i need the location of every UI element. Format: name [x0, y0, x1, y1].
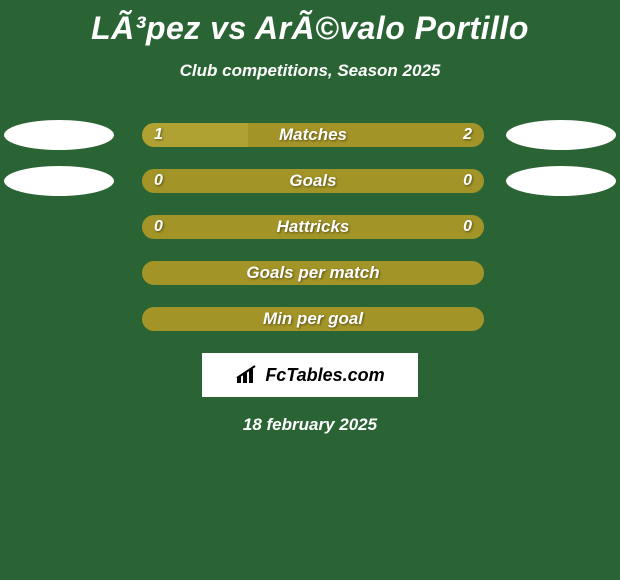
- right-oval-matches: [506, 120, 616, 150]
- left-oval-empty: [4, 258, 114, 288]
- row-hattricks: 0 Hattricks 0: [0, 215, 620, 239]
- logo-text: FcTables.com: [265, 365, 384, 386]
- right-oval-empty: [506, 304, 616, 334]
- bar-matches: 1 Matches 2: [142, 123, 484, 147]
- bar-matches-value-right: 2: [463, 123, 472, 147]
- bar-goals: 0 Goals 0: [142, 169, 484, 193]
- right-oval-empty: [506, 212, 616, 242]
- row-goals-per-match: Goals per match: [0, 261, 620, 285]
- footer-date: 18 february 2025: [0, 415, 620, 435]
- chart-icon: [235, 365, 259, 385]
- bar-hattricks-label: Hattricks: [142, 215, 484, 239]
- left-oval-empty: [4, 212, 114, 242]
- right-oval-empty: [506, 258, 616, 288]
- bar-goals-label: Goals: [142, 169, 484, 193]
- bar-hattricks: 0 Hattricks 0: [142, 215, 484, 239]
- bar-matches-label: Matches: [142, 123, 484, 147]
- row-matches: 1 Matches 2: [0, 123, 620, 147]
- left-oval-goals: [4, 166, 114, 196]
- left-oval-matches: [4, 120, 114, 150]
- bar-min-per-goal: Min per goal: [142, 307, 484, 331]
- bar-goals-per-match: Goals per match: [142, 261, 484, 285]
- page-title: LÃ³pez vs ArÃ©valo Portillo: [0, 0, 620, 47]
- bar-mpg-label: Min per goal: [142, 307, 484, 331]
- left-oval-empty: [4, 304, 114, 334]
- logo-box: FcTables.com: [202, 353, 418, 397]
- bar-hattricks-value-right: 0: [463, 215, 472, 239]
- bar-goals-value-right: 0: [463, 169, 472, 193]
- comparison-rows: 1 Matches 2 0 Goals 0 0 Hattricks 0: [0, 123, 620, 331]
- row-goals: 0 Goals 0: [0, 169, 620, 193]
- page-subtitle: Club competitions, Season 2025: [0, 61, 620, 81]
- bar-gpm-label: Goals per match: [142, 261, 484, 285]
- row-min-per-goal: Min per goal: [0, 307, 620, 331]
- right-oval-goals: [506, 166, 616, 196]
